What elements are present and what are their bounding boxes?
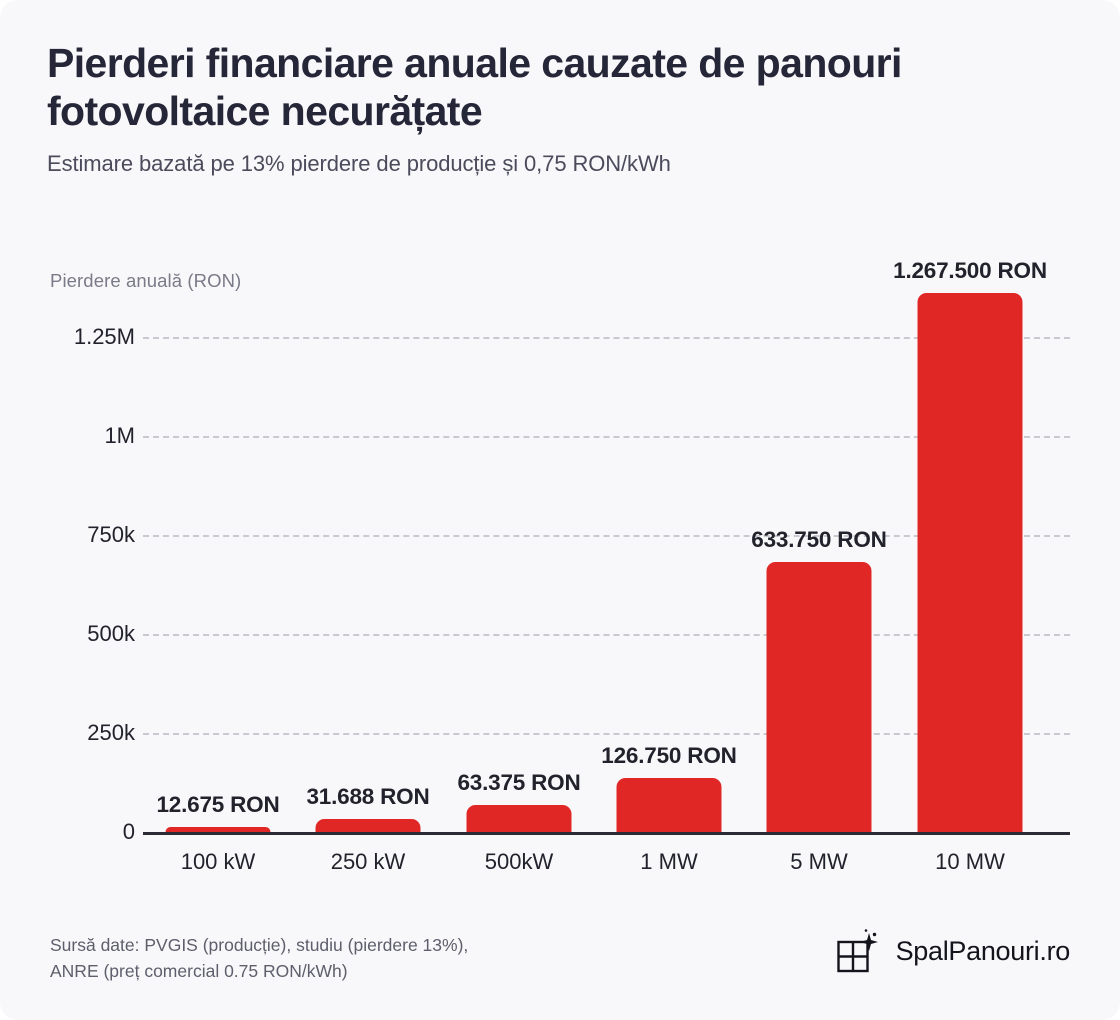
x-tick-label: 10 MW (935, 849, 1005, 874)
brand-name: SpalPanouri.ro (895, 935, 1071, 966)
bar-value-label: 31.688 RON (306, 783, 430, 809)
gridline (143, 832, 1070, 835)
bar-slot: 63.375 RON 500kW (444, 300, 594, 874)
chart-header: Pierderi financiare anuale cauzate de pa… (47, 40, 1057, 179)
x-tick-label: 100 kW (180, 849, 256, 874)
plot-area: 1.25M 1M 750k 500k 250k 0 12.675 RO (50, 258, 1070, 900)
source-note-line-2: ANRE (preț comercial 0.75 RON/kWh) (50, 961, 348, 982)
y-axis-title: Pierdere anuală (RON) (50, 270, 242, 291)
page-title: Pierderi financiare anuale cauzate de pa… (47, 40, 902, 134)
x-tick-label: 5 MW (790, 849, 848, 874)
source-note: Sursă date: PVGIS (producție), studiu (p… (50, 932, 468, 985)
bar-value-label: 12.675 RON (156, 791, 280, 817)
bar-value-label: 63.375 RON (457, 770, 581, 795)
x-tick-label: 500kW (484, 849, 554, 874)
bar-value-label: 126.750 RON (601, 743, 737, 769)
y-tick-label: 1.25M (73, 324, 135, 349)
bar-250kw[interactable]: 31.688 RON (306, 784, 430, 832)
bar-slot: 12.675 RON 100 kW (143, 300, 293, 874)
source-note-line-1: Sursă date: PVGIS (producție), studiu (p… (50, 935, 469, 955)
y-tick-label: 0 (122, 819, 135, 844)
x-tick-label: 250 kW (330, 849, 406, 874)
gridline (143, 634, 1070, 636)
bar-slot: 1.267.500 RON 10 MW (893, 258, 1047, 875)
bar-10mw[interactable]: 1.267.500 RON (893, 258, 1047, 832)
y-tick-label: 750k (87, 522, 135, 547)
chart-subtitle: Estimare bazată pe 13% pierdere de produ… (47, 150, 671, 176)
bar-value-label: 633.750 RON (751, 527, 887, 553)
gridline (143, 535, 1070, 537)
gridline (143, 436, 1070, 438)
y-tick-label: 500k (87, 621, 135, 646)
bar-500kw[interactable]: 63.375 RON (457, 770, 581, 832)
bar-slot: 126.750 RON 1 MW (594, 300, 744, 874)
gridline (143, 337, 1070, 339)
bar-value-label: 1.267.500 RON (893, 257, 1047, 283)
bar-slot: 633.750 RON 5 MW (744, 300, 894, 874)
bar-100kw[interactable]: 12.675 RON (156, 792, 280, 832)
bar-1mw[interactable]: 126.750 RON (601, 743, 737, 832)
gridline (143, 733, 1070, 735)
x-tick-label: 1 MW (640, 849, 698, 874)
bar-5mw[interactable]: 633.750 RON (751, 527, 887, 832)
bar-slot: 31.688 RON 250 kW (293, 300, 443, 875)
y-tick-label: 1M (104, 423, 135, 448)
brand-logo[interactable]: SpalPanouri.ro (836, 928, 1070, 974)
y-tick-label: 250k (87, 720, 135, 745)
bars-container: 12.675 RON 100 kW 31.688 RON 250 kW 63.3… (143, 258, 1070, 875)
solar-panel-sparkle-icon (836, 928, 882, 974)
